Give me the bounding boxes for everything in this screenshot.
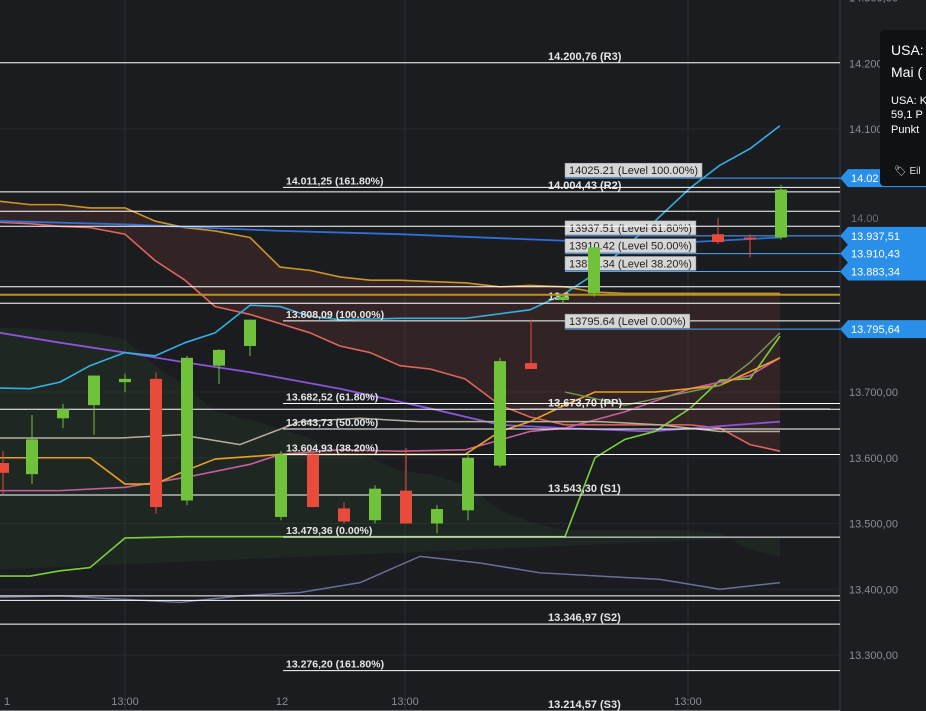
fib-right-label: 13910.42 (Level 50.00%) [569, 241, 692, 253]
fib-right-label: 13937.51 (Level 61.80%) [569, 223, 692, 235]
price-tag-bg [840, 320, 926, 339]
price-axis-label: 13.300,00 [849, 650, 898, 662]
price-tag-label: 13.795,64 [851, 324, 900, 336]
price-axis-label: 13.400,00 [849, 584, 898, 596]
fib-left-label: 13.604,93 (38.20%) [286, 443, 378, 455]
time-axis-label: 13:00 [391, 696, 419, 708]
tooltip-title: USA: [891, 42, 924, 58]
candle-body [744, 237, 756, 240]
candle-body [57, 409, 69, 419]
cloud-span-a-line [0, 200, 780, 295]
candle-body [462, 457, 474, 511]
fib-right-label-bg [564, 313, 691, 329]
candle-body [88, 375, 100, 406]
lower-band-fill [0, 327, 780, 583]
price-tag-bg [840, 226, 926, 245]
time-axis-label: 12 [276, 696, 288, 708]
fib-left-label: 13.682,52 (61.80%) [286, 391, 378, 403]
candle-body [26, 439, 38, 475]
time-axis-label: 13:00 [674, 696, 702, 708]
price-axis-label: 14.300,00 [849, 0, 898, 5]
candle-body [119, 378, 131, 383]
candle-body [557, 296, 569, 300]
price-axis-label: 13.600,00 [849, 453, 898, 465]
pivot-label: 13.214,57 (S3) [548, 699, 621, 711]
fib-left-label: 13.276,20 (161.80%) [286, 659, 384, 671]
fib-left-label: 14.011,25 (161.80%) [286, 175, 384, 187]
price-tag-label: 13.910,43 [851, 249, 900, 261]
pivot-label: 13.543,30 (S1) [548, 483, 621, 495]
pivot-label: 14.004,43 (R2) [548, 180, 622, 192]
tooltip-tag-label: Eil [909, 166, 921, 177]
time-axis-label: 13:00 [111, 696, 139, 708]
momentum-line [564, 332, 781, 406]
candle-body [525, 363, 537, 369]
cloud-fill [0, 201, 780, 452]
tooltip-body-line-2: 59,1 P [891, 109, 923, 121]
news-tooltip[interactable]: USA: Mai ( USA: K 59,1 P Punkt 🏷︎ Eil [880, 30, 926, 186]
fib-right-label-bg [564, 162, 703, 178]
fib-left-label: 13.808,09 (100.00%) [286, 309, 384, 321]
candle-body [494, 361, 506, 466]
fib-left-label: 13.643,73 (50.00%) [286, 417, 378, 429]
candle-body [588, 247, 600, 294]
tooltip-tag[interactable]: 🏷︎ Eil [894, 166, 921, 177]
candle-body [244, 319, 256, 346]
candle-body [712, 234, 724, 243]
price-tag-bg [840, 244, 926, 263]
fib-right-label: 13883.34 (Level 38.20%) [569, 258, 692, 270]
candle-body [213, 349, 225, 366]
tooltip-subtitle: Mai ( [891, 64, 923, 80]
tag-icon: 🏷︎ [894, 166, 907, 177]
pivot-label: 13.346,97 (S2) [548, 612, 621, 624]
price-tag-label: 14.02 [851, 173, 879, 185]
candle-body [431, 509, 443, 524]
candle-body [775, 189, 787, 238]
candle-body [400, 490, 412, 524]
price-axis-label: 13.700,00 [849, 387, 898, 399]
fib-right-label: 14025.21 (Level 100.00%) [569, 165, 698, 177]
bollinger-upper-line [0, 125, 781, 390]
candle-body [338, 508, 350, 522]
candle-body [181, 357, 193, 501]
candle-body [369, 488, 381, 521]
overlay-series-0 [0, 417, 780, 446]
candle-body [307, 454, 319, 508]
candle-body [275, 454, 287, 517]
candle-body [0, 463, 9, 473]
tooltip-body-line-3: Punkt [891, 124, 920, 136]
price-tag-bg [840, 262, 926, 281]
price-tag-label: 13.937,51 [851, 231, 900, 243]
price-tag-label: 13.883,34 [851, 266, 900, 278]
fib-right-label-bg [564, 220, 697, 236]
price-axis-label: 13.500,00 [849, 519, 898, 531]
fib-right-label: 13795.64 (Level 0.00%) [569, 316, 686, 328]
pivot-label: 14.200,76 (R3) [548, 51, 622, 63]
tooltip-body-line-1: USA: K [891, 95, 926, 107]
time-axis-label: 1 [4, 696, 10, 708]
candle-body [150, 378, 162, 508]
overlay-series-1 [0, 555, 781, 604]
price-axis-label: 14.00 [851, 213, 879, 225]
fib-left-label: 13.479,36 (0.00%) [286, 525, 372, 537]
